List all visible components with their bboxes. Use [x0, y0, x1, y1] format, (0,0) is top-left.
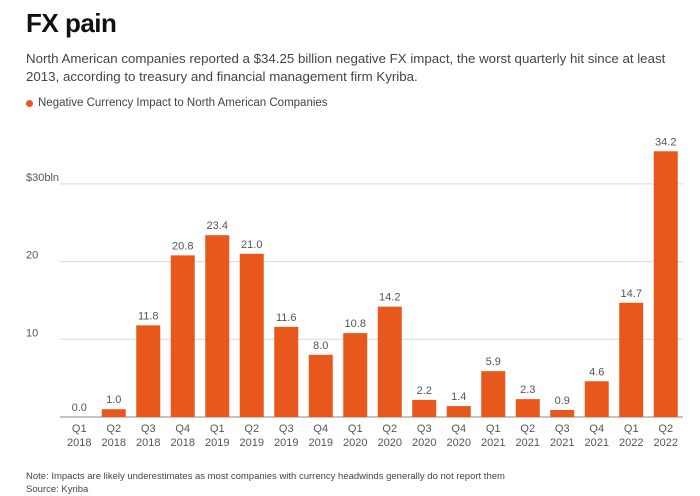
bar-2	[136, 325, 161, 417]
y-tick-label-20: 20	[26, 250, 38, 262]
bar-10	[412, 399, 437, 417]
x-tick-quarter-1: Q2	[106, 423, 121, 435]
bar-4	[205, 235, 230, 417]
x-tick-quarter-9: Q2	[382, 423, 397, 435]
x-tick-year-15: 2021	[585, 437, 609, 449]
bar-11	[446, 406, 471, 417]
data-label-13: 2.3	[520, 384, 535, 396]
footnote: Note: Impacts are likely underestimates …	[26, 471, 505, 482]
x-tick-year-0: 2018	[67, 437, 91, 449]
x-tick-year-8: 2020	[343, 437, 367, 449]
data-label-10: 2.2	[417, 385, 432, 397]
data-label-6: 11.6	[276, 312, 297, 324]
x-tick-year-3: 2018	[171, 437, 195, 449]
x-tick-quarter-15: Q4	[589, 423, 604, 435]
data-label-11: 1.4	[451, 391, 466, 403]
x-tick-quarter-2: Q3	[141, 423, 156, 435]
x-tick-quarter-0: Q1	[72, 423, 87, 435]
x-tick-quarter-3: Q4	[175, 423, 190, 435]
x-tick-quarter-6: Q3	[279, 423, 294, 435]
x-tick-quarter-11: Q4	[451, 423, 466, 435]
bar-16	[619, 302, 644, 417]
x-tick-year-7: 2019	[309, 437, 333, 449]
x-tick-quarter-12: Q1	[486, 423, 501, 435]
source-note: Source: Kyriba	[26, 484, 89, 495]
x-tick-year-10: 2020	[412, 437, 436, 449]
bar-3	[170, 255, 195, 417]
x-tick-year-2: 2018	[136, 437, 160, 449]
data-label-12: 5.9	[486, 356, 501, 368]
x-tick-year-4: 2019	[205, 437, 229, 449]
x-tick-quarter-7: Q4	[313, 423, 328, 435]
legend-swatch	[26, 99, 33, 107]
data-label-3: 20.8	[172, 240, 193, 252]
x-tick-year-9: 2020	[378, 437, 402, 449]
data-label-2: 11.8	[138, 310, 159, 322]
x-tick-quarter-8: Q1	[348, 423, 363, 435]
y-tick-label-10: 10	[26, 327, 38, 339]
x-tick-quarter-4: Q1	[210, 423, 225, 435]
x-tick-year-1: 2018	[102, 437, 126, 449]
data-label-14: 0.9	[555, 395, 570, 407]
x-tick-quarter-17: Q2	[658, 423, 673, 435]
x-tick-quarter-5: Q2	[244, 423, 259, 435]
bar-8	[343, 333, 368, 417]
bar-17	[653, 151, 678, 418]
bar-12	[481, 371, 506, 417]
x-tick-quarter-13: Q2	[520, 423, 535, 435]
x-tick-year-13: 2021	[516, 437, 540, 449]
data-label-15: 4.6	[589, 366, 604, 378]
legend-label: Negative Currency Impact to North Americ…	[38, 97, 328, 109]
bar-1	[101, 409, 126, 417]
data-label-1: 1.0	[106, 394, 121, 406]
x-tick-year-14: 2021	[550, 437, 574, 449]
data-label-4: 23.4	[207, 220, 228, 232]
bar-chart: 10 20 $30bln 0.0 Q1 2018 1.0 Q2 2018 11.8 Q3 2018 20…	[26, 136, 683, 449]
data-label-7: 8.0	[313, 340, 328, 352]
data-label-17: 34.2	[655, 136, 676, 148]
bar-9	[377, 306, 402, 417]
x-tick-year-12: 2021	[481, 437, 505, 449]
x-tick-quarter-16: Q1	[624, 423, 639, 435]
data-label-0: 0.0	[72, 402, 87, 414]
x-tick-quarter-14: Q3	[555, 423, 570, 435]
x-tick-year-16: 2022	[619, 437, 643, 449]
x-tick-year-6: 2019	[274, 437, 298, 449]
x-tick-quarter-10: Q3	[417, 423, 432, 435]
bar-15	[584, 381, 609, 417]
data-label-9: 14.2	[379, 292, 400, 304]
bar-5	[239, 253, 264, 417]
x-tick-year-5: 2019	[240, 437, 264, 449]
x-tick-year-11: 2020	[447, 437, 471, 449]
data-label-16: 14.7	[621, 288, 642, 300]
bar-6	[274, 326, 299, 417]
legend: Negative Currency Impact to North Americ…	[26, 97, 328, 109]
chart-title: FX pain	[26, 8, 117, 38]
x-tick-year-17: 2022	[654, 437, 678, 449]
data-label-8: 10.8	[345, 318, 366, 330]
chart-subtitle: North American companies reported a $34.…	[26, 51, 666, 84]
bar-13	[515, 399, 540, 417]
data-label-5: 21.0	[241, 239, 262, 251]
y-tick-label-30: $30bln	[26, 172, 59, 184]
bar-14	[550, 410, 575, 417]
bar-7	[308, 354, 333, 417]
